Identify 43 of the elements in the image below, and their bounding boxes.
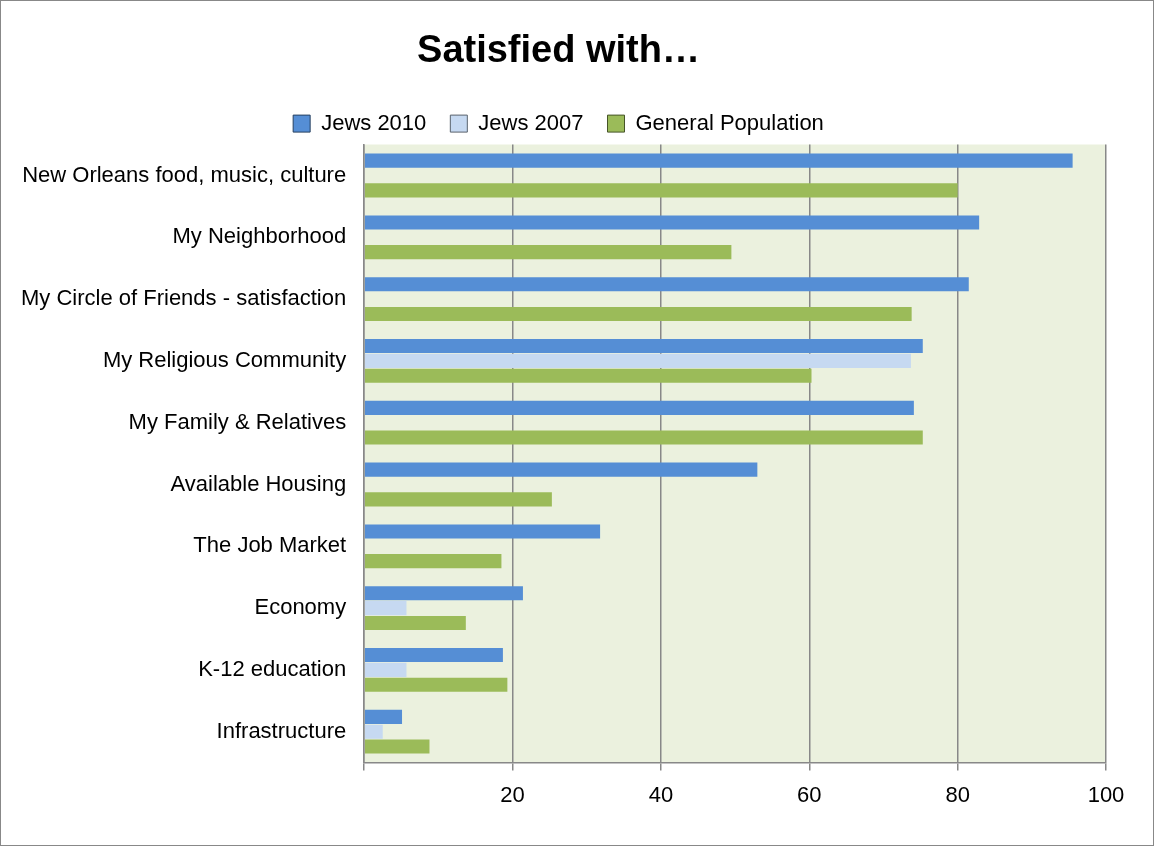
bar [364,306,912,321]
legend-label: Jews 2007 [478,109,584,135]
y-tick-label: Infrastructure [216,717,347,743]
y-tick-label: New Orleans food, music, culture [22,161,347,187]
x-tick-label: 40 [648,781,674,807]
bar [364,277,969,292]
y-tick-label: My Religious Community [102,346,347,372]
x-tick-label: 100 [1087,781,1125,807]
bar [364,524,601,539]
bar [364,430,923,445]
bar [364,554,502,569]
bar [364,153,1073,168]
bar [364,709,403,724]
bar [364,586,523,601]
bar [364,183,958,198]
bar [364,492,552,507]
y-tick-label: My Family & Relatives [128,408,347,434]
chart-title: Satisfied with… [417,28,700,71]
y-tick-label: Available Housing [170,470,347,496]
y-tick-label: My Circle of Friends - satisfaction [21,285,347,311]
y-tick-label: Economy [254,594,347,620]
x-tick-label: 60 [797,781,822,807]
bar [364,601,407,616]
bar [364,648,503,663]
bar [364,462,758,477]
bar [364,400,914,415]
x-tick-label: 80 [945,781,970,807]
bar [364,739,430,754]
bar [364,245,732,260]
bar [364,215,980,230]
y-tick-label: My Neighborhood [172,223,347,249]
bar [364,339,923,354]
bar [364,615,466,630]
bar [364,353,911,368]
y-tick-label: The Job Market [193,532,347,558]
x-tick-label: 20 [500,781,525,807]
bar [364,724,383,739]
bar [364,677,508,692]
y-tick-label: K-12 education [198,655,347,681]
bar [364,368,812,383]
legend-label: General Population [635,109,824,135]
bar [364,662,407,677]
legend-label: Jews 2010 [321,109,427,135]
